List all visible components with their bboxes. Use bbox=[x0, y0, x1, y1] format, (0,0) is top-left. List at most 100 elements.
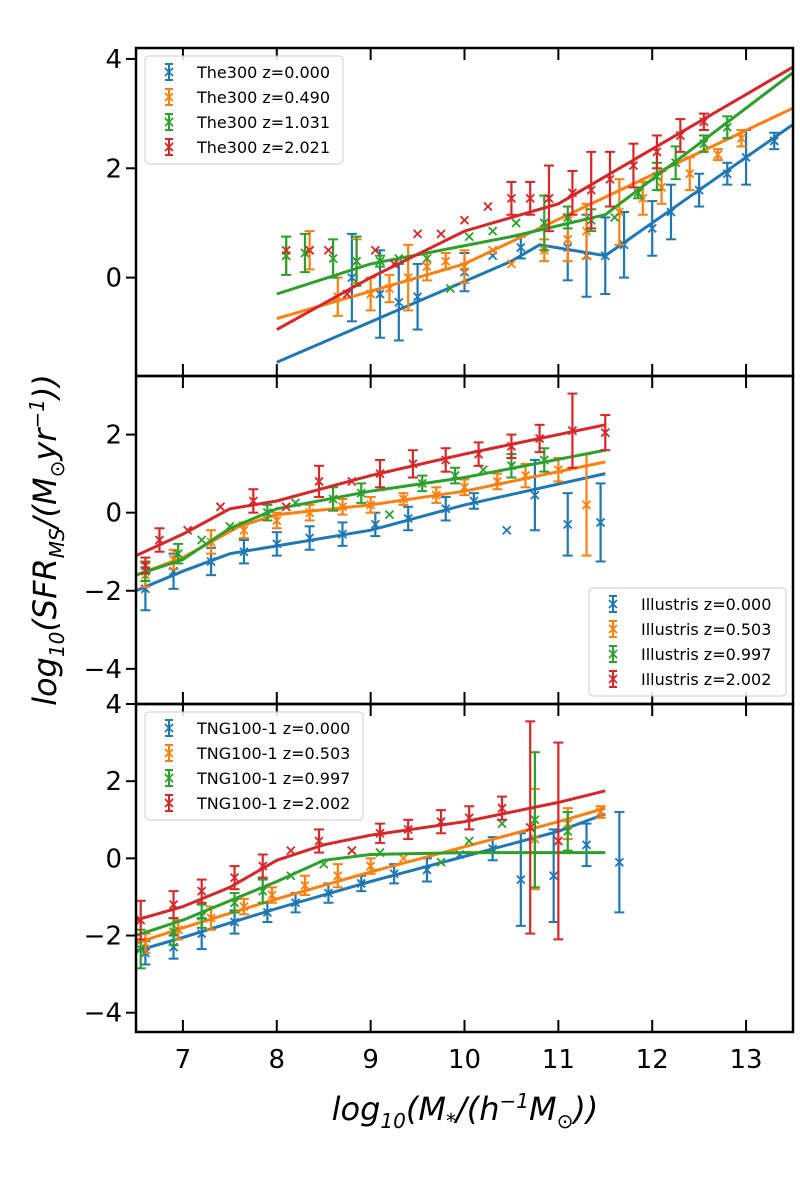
data-point bbox=[436, 809, 447, 835]
data-marker bbox=[506, 441, 517, 451]
data-marker bbox=[436, 817, 446, 827]
legend-item: TNG100-1 z=0.503 bbox=[164, 744, 350, 763]
series-fit-line bbox=[276, 71, 793, 296]
data-point bbox=[299, 874, 310, 897]
data-point bbox=[651, 134, 662, 170]
data-point bbox=[595, 805, 606, 819]
data-point bbox=[248, 488, 259, 514]
data-marker bbox=[239, 525, 249, 535]
data-marker bbox=[525, 193, 535, 203]
data-marker bbox=[741, 152, 751, 162]
data-marker bbox=[464, 231, 474, 242]
y-tick-label: −2 bbox=[84, 577, 122, 607]
data-point bbox=[506, 259, 517, 269]
data-point bbox=[529, 458, 540, 532]
legend: Illustris z=0.000 Illustris z=0.503 Illust… bbox=[588, 587, 787, 697]
data-marker bbox=[206, 913, 216, 923]
data-marker bbox=[769, 136, 779, 146]
data-marker bbox=[366, 289, 376, 299]
data-marker bbox=[403, 513, 413, 524]
x-tick-label: 8 bbox=[269, 1045, 286, 1075]
data-marker bbox=[736, 133, 747, 143]
legend: The300 z=0.000 The300 z=0.490 The300 z=1.0… bbox=[144, 55, 344, 165]
data-point bbox=[548, 828, 559, 924]
series bbox=[136, 720, 606, 941]
data-point bbox=[136, 899, 146, 941]
data-point bbox=[665, 183, 676, 241]
legend-item: TNG100-1 z=0.997 bbox=[164, 769, 350, 788]
data-point bbox=[581, 822, 592, 868]
data-point bbox=[539, 194, 550, 252]
data-marker bbox=[173, 925, 183, 935]
x-tick-label: 11 bbox=[542, 1045, 575, 1075]
data-marker bbox=[553, 465, 563, 475]
data-marker bbox=[464, 813, 474, 823]
legend-box bbox=[144, 55, 344, 165]
data-marker bbox=[506, 259, 517, 269]
data-marker bbox=[304, 245, 315, 255]
data-marker bbox=[351, 256, 362, 266]
legend-box bbox=[144, 711, 364, 821]
y-axis-label: log10(SFRMS/(M⊙yr−1)) bbox=[25, 374, 69, 706]
data-marker bbox=[516, 874, 526, 885]
data-point bbox=[436, 229, 446, 239]
data-marker bbox=[384, 283, 395, 294]
series-fit-line bbox=[136, 423, 606, 557]
data-marker bbox=[544, 193, 554, 203]
data-marker bbox=[281, 502, 291, 512]
legend-marker bbox=[164, 798, 174, 808]
data-marker bbox=[586, 185, 596, 195]
data-point bbox=[140, 556, 151, 575]
data-point bbox=[271, 531, 282, 557]
data-point bbox=[445, 283, 456, 294]
legend-marker bbox=[164, 67, 174, 77]
data-point bbox=[722, 115, 733, 140]
data-marker bbox=[182, 525, 193, 535]
x-tick-label: 9 bbox=[362, 1045, 379, 1075]
data-marker bbox=[722, 122, 732, 132]
data-marker bbox=[530, 815, 540, 825]
data-marker bbox=[492, 476, 502, 487]
data-marker bbox=[412, 292, 423, 302]
data-point bbox=[698, 134, 709, 153]
data-point bbox=[314, 828, 325, 854]
data-marker bbox=[506, 461, 517, 471]
legend-marker bbox=[164, 117, 174, 127]
legend-item: Illustris z=0.997 bbox=[608, 645, 771, 664]
data-marker bbox=[595, 807, 606, 817]
data-marker bbox=[422, 262, 432, 272]
data-marker bbox=[553, 836, 563, 846]
data-marker bbox=[173, 549, 183, 559]
data-point bbox=[286, 871, 296, 881]
data-point bbox=[506, 180, 517, 216]
data-marker bbox=[215, 502, 226, 512]
data-marker bbox=[450, 470, 460, 481]
data-marker bbox=[290, 898, 301, 908]
data-marker bbox=[197, 928, 207, 939]
legend-label: Illustris z=0.503 bbox=[641, 620, 771, 639]
legend-marker bbox=[164, 92, 174, 102]
data-point bbox=[502, 525, 512, 535]
data-marker bbox=[281, 245, 291, 255]
data-point bbox=[459, 249, 470, 285]
data-marker bbox=[337, 502, 348, 512]
data-point bbox=[459, 215, 470, 225]
plot-area bbox=[276, 65, 793, 364]
data-point bbox=[286, 845, 296, 856]
data-point bbox=[337, 498, 348, 516]
legend-label: TNG100-1 z=0.997 bbox=[196, 769, 350, 788]
data-marker bbox=[685, 169, 695, 179]
data-marker bbox=[197, 911, 207, 921]
data-point bbox=[346, 232, 357, 323]
data-marker bbox=[314, 836, 324, 846]
legend-item: The300 z=1.031 bbox=[164, 113, 330, 132]
data-point bbox=[488, 226, 498, 236]
data-point bbox=[694, 172, 705, 208]
legend-item: Illustris z=0.503 bbox=[608, 620, 771, 639]
data-marker bbox=[262, 508, 273, 518]
series bbox=[136, 458, 606, 612]
series-fit-line bbox=[276, 123, 793, 364]
data-marker bbox=[314, 476, 324, 487]
data-marker bbox=[300, 880, 310, 891]
